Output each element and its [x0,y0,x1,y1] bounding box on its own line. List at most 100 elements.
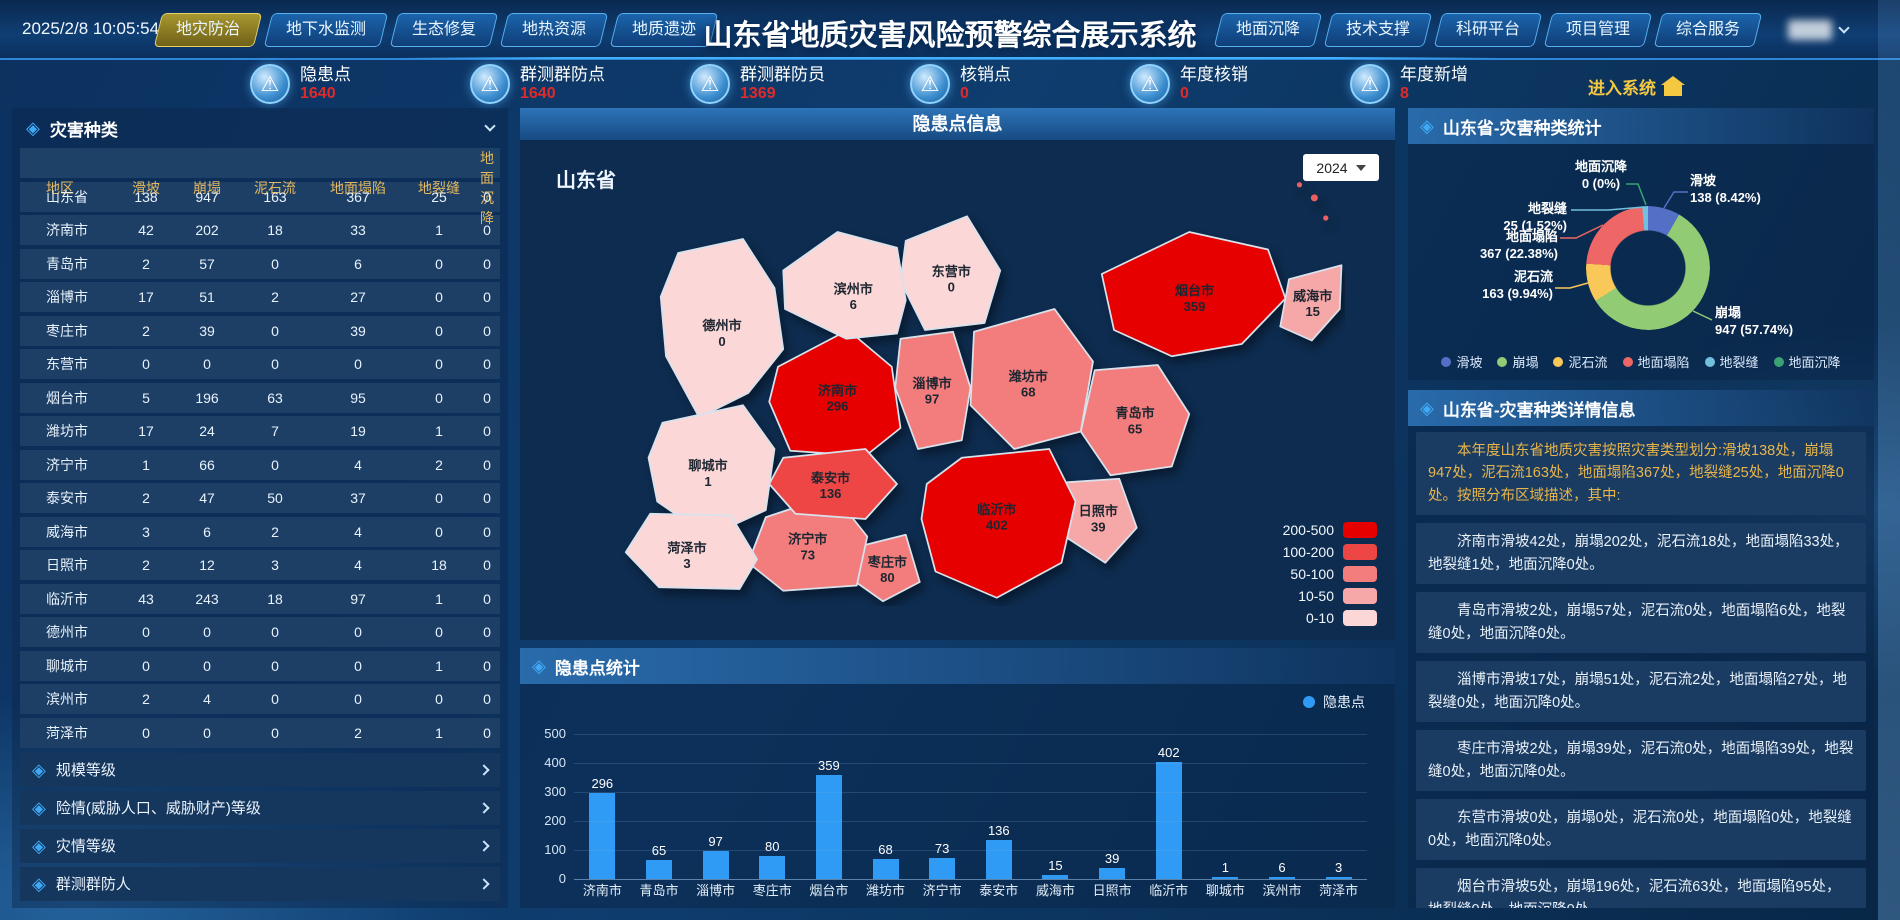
value-cell: 202 [195,222,219,238]
table-row[interactable]: 德州市 0 0 0 0 0 0 [20,617,500,647]
table-row[interactable]: 滨州市 2 4 0 0 0 0 [20,684,500,714]
donut-label-地面沉降: 地面沉降 0 (0%) [1531,158,1671,192]
region-cell: 聊城市 [46,657,88,674]
value-cell: 39 [199,322,215,339]
map-region-烟台市[interactable] [1100,231,1287,358]
value-cell: 0 [483,624,491,640]
scrollbar[interactable] [1878,0,1900,920]
bar [1099,867,1126,879]
table-row[interactable]: 济南市 42 202 18 33 1 0 [20,215,500,245]
nav-tab-地面沉降[interactable]: 地面沉降 [1213,13,1323,47]
callout-line [1663,191,1688,209]
chevron-down-icon[interactable] [484,120,496,132]
year-select[interactable]: 2024 [1303,154,1379,181]
value-cell: 1 [435,423,443,439]
map-legend-item[interactable]: 50-100 [1283,566,1377,582]
value-cell: 0 [271,624,279,640]
donut-legend-泥石流[interactable]: 泥石流 [1553,352,1608,371]
table-row[interactable]: 菏泽市 0 0 0 2 1 0 [20,717,500,748]
collapsed-sections: ◈ 规模等级 ◈ 险情(威胁人口、威胁财产)等级 ◈ 灾情等级 ◈ 群测群防人 [12,752,508,901]
map-region-德州市[interactable] [659,238,785,419]
nav-tab-项目管理[interactable]: 项目管理 [1543,13,1653,47]
donut-legend-地面塌陷[interactable]: 地面塌陷 [1622,352,1690,371]
nav-tab-综合服务[interactable]: 综合服务 [1653,13,1763,47]
legend-range-label: 50-100 [1290,566,1334,582]
table-row[interactable]: 烟台市 5 196 63 95 0 0 [20,382,500,413]
stat-texts: 群测群防点 1640 [520,65,605,103]
stat-label: 群测群防员 [740,65,825,85]
map-region-威海市[interactable] [1279,264,1343,342]
map-region-label: 滨州市 6 [834,280,873,312]
value-cell: 0 [271,255,279,272]
legend-dot-icon [1622,356,1633,367]
donut-legend-崩塌[interactable]: 崩塌 [1497,352,1538,371]
map-region-临沂市[interactable] [920,448,1077,599]
nav-tab-地热资源[interactable]: 地热资源 [499,13,609,47]
table-row[interactable]: 泰安市 2 47 50 37 0 0 [20,483,500,513]
detail-paragraph: 东营市滑坡0处，崩塌0处，泥石流0处，地面塌陷0处，地裂缝0处，地面沉降0处。 [1416,799,1866,861]
map-region-淄博市[interactable] [894,330,972,450]
map-region-label: 潍坊市 68 [1009,368,1048,400]
table-row[interactable]: 东营市 0 0 0 0 0 0 [20,349,500,379]
table-row[interactable]: 潍坊市 17 24 7 19 1 0 [20,416,500,446]
table-row[interactable]: 日照市 2 12 3 4 18 0 [20,550,500,580]
map-region-label: 菏泽市 3 [667,539,706,571]
slice-value: 367 (22.38%) [1479,246,1558,261]
table-row[interactable]: 聊城市 0 0 0 0 1 0 [20,650,500,681]
donut-label-地裂缝: 地裂缝 25 (1.52%) [1427,200,1567,234]
bar-value-label: 296 [591,776,614,792]
x-category-label: 枣庄市 [752,883,792,898]
map-region-滨州市[interactable] [782,231,907,340]
section-群测群防人[interactable]: ◈ 群测群防人 [20,866,500,901]
donut-legend-地裂缝[interactable]: 地裂缝 [1704,352,1759,371]
value-cell: 0 [435,624,443,640]
table-row[interactable]: 济宁市 1 66 0 4 2 0 [20,449,500,480]
user-menu[interactable] [1788,20,1850,40]
donut-legend-地面沉降[interactable]: 地面沉降 [1773,352,1841,371]
table-row[interactable]: 枣庄市 2 39 0 39 0 0 [20,315,500,346]
nav-tab-科研平台[interactable]: 科研平台 [1433,13,1543,47]
value-cell: 0 [483,523,491,540]
callout-line [1571,206,1645,211]
table-row[interactable]: 临沂市 43 243 18 97 1 0 [20,583,500,614]
section-灾情等级[interactable]: ◈ 灾情等级 [20,828,500,863]
donut-legend-滑坡[interactable]: 滑坡 [1441,352,1482,371]
table-row[interactable]: 淄博市 17 51 2 27 0 0 [20,282,500,312]
nav-tab-地质遗迹[interactable]: 地质遗迹 [609,13,719,47]
map-legend-item[interactable]: 0-10 [1283,610,1377,626]
nav-tab-地下水监测[interactable]: 地下水监测 [263,13,389,47]
disaster-types-header[interactable]: ◈ 灾害种类 [12,108,508,148]
header-decoration-line [399,57,1501,59]
value-cell: 0 [203,724,211,741]
callout-line [1692,310,1713,321]
map-legend-item[interactable]: 10-50 [1283,588,1377,604]
value-cell: 0 [354,691,362,707]
map-region-潍坊市[interactable] [969,308,1094,450]
donut-legend: 滑坡 崩塌 泥石流 地面塌陷 地裂缝 地面沉降 [1408,352,1874,371]
nav-tab-label: 科研平台 [1456,21,1521,38]
nav-tab-地灾防治[interactable]: 地灾防治 [153,13,263,47]
map-legend-item[interactable]: 200-500 [1283,522,1377,538]
x-category-label: 临沂市 [1149,883,1189,898]
map-region-label: 日照市 39 [1079,503,1118,535]
value-cell: 63 [267,389,283,406]
value-cell: 0 [271,657,279,674]
region-cell: 济南市 [46,222,88,238]
callout-line [1560,224,1604,239]
table-row[interactable]: 山东省 138 947 163 367 25 0 [20,181,500,212]
nav-tab-技术支撑[interactable]: 技术支撑 [1323,13,1433,47]
table-row[interactable]: 青岛市 2 57 0 6 0 0 [20,248,500,279]
enter-system-link[interactable]: 进入系统 [1588,74,1685,99]
region-name: 青岛市 [1115,405,1154,421]
map-legend-item[interactable]: 100-200 [1283,544,1377,560]
bar-chart-legend[interactable]: 隐患点 [1303,692,1365,712]
nav-tab-生态修复[interactable]: 生态修复 [389,13,499,47]
section-规模等级[interactable]: ◈ 规模等级 [20,752,500,787]
slice-name: 崩塌 [1715,305,1742,320]
section-险情(威胁人口、威胁财产)等级[interactable]: ◈ 险情(威胁人口、威胁财产)等级 [20,790,500,825]
stat-texts: 核销点 0 [960,65,1011,103]
map-region-菏泽市[interactable] [624,512,758,590]
map-region-聊城市[interactable] [647,404,776,538]
table-row[interactable]: 威海市 3 6 2 4 0 0 [20,516,500,547]
donut-label-地面塌陷: 地面塌陷 367 (22.38%) [1408,228,1558,262]
